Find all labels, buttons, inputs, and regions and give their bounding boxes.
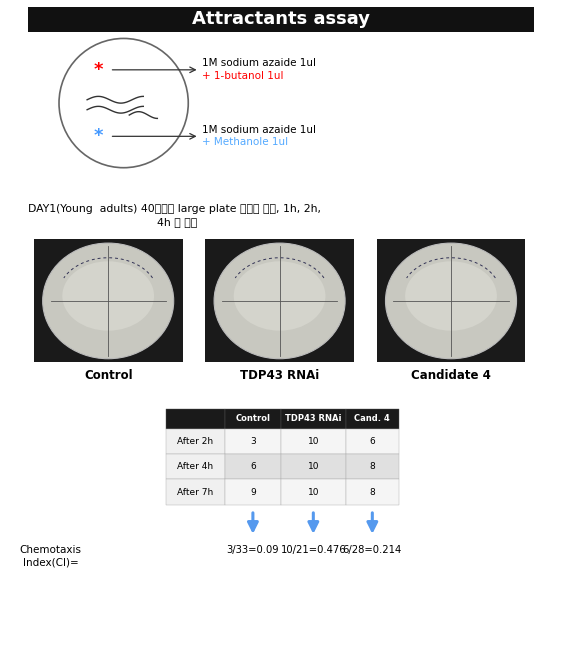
Text: 10: 10 <box>307 487 319 497</box>
Bar <box>34 239 183 362</box>
Text: 6: 6 <box>250 462 256 471</box>
Text: 6: 6 <box>369 437 375 446</box>
Text: Control: Control <box>235 414 270 424</box>
Text: After 2h: After 2h <box>177 437 214 446</box>
Text: 10: 10 <box>307 462 319 471</box>
Text: *: * <box>94 61 103 79</box>
Text: 6/28=0.214: 6/28=0.214 <box>343 545 402 555</box>
Text: 10/21=0.476: 10/21=0.476 <box>280 545 346 555</box>
Bar <box>281 429 346 454</box>
Ellipse shape <box>405 261 497 331</box>
Bar <box>346 409 399 429</box>
Bar <box>225 429 281 454</box>
Bar <box>166 429 225 454</box>
Bar <box>166 479 225 505</box>
FancyBboxPatch shape <box>28 7 534 32</box>
Text: 4h 후 관찰: 4h 후 관찰 <box>157 217 198 227</box>
Text: 1M sodium azaide 1ul: 1M sodium azaide 1ul <box>202 58 316 68</box>
Ellipse shape <box>62 261 154 331</box>
Text: Cand. 4: Cand. 4 <box>355 414 390 424</box>
Bar <box>225 479 281 505</box>
Bar <box>166 409 225 429</box>
Text: 3: 3 <box>250 437 256 446</box>
Text: 8: 8 <box>369 462 375 471</box>
Ellipse shape <box>234 261 325 331</box>
Ellipse shape <box>386 243 516 358</box>
Bar <box>166 454 225 479</box>
Ellipse shape <box>214 243 345 358</box>
Bar <box>281 454 346 479</box>
Text: TDP43 RNAi: TDP43 RNAi <box>285 414 342 424</box>
Bar <box>281 479 346 505</box>
Text: 3/33=0.09: 3/33=0.09 <box>226 545 279 555</box>
Bar <box>205 239 354 362</box>
Bar <box>377 239 525 362</box>
Bar <box>225 409 281 429</box>
Text: TDP43 RNAi: TDP43 RNAi <box>239 369 319 382</box>
Text: 1M sodium azaide 1ul: 1M sodium azaide 1ul <box>202 124 316 135</box>
Ellipse shape <box>43 243 174 358</box>
Text: Control: Control <box>84 369 133 382</box>
Text: 10: 10 <box>307 437 319 446</box>
Bar <box>346 454 399 479</box>
Text: DAY1(Young  adults) 40마리를 large plate 중앙에 놓고, 1h, 2h,: DAY1(Young adults) 40마리를 large plate 중앙에… <box>28 204 321 214</box>
Text: + Methanole 1ul: + Methanole 1ul <box>202 137 288 148</box>
Text: Chemotaxis
Index(CI)=: Chemotaxis Index(CI)= <box>20 545 81 568</box>
Text: 9: 9 <box>250 487 256 497</box>
Bar <box>281 409 346 429</box>
Text: Attractants assay: Attractants assay <box>192 10 370 29</box>
Bar <box>346 479 399 505</box>
Bar <box>225 454 281 479</box>
Text: *: * <box>94 127 103 146</box>
Text: 8: 8 <box>369 487 375 497</box>
Text: After 4h: After 4h <box>177 462 214 471</box>
Text: + 1-butanol 1ul: + 1-butanol 1ul <box>202 70 284 81</box>
Text: Candidate 4: Candidate 4 <box>411 369 491 382</box>
Text: After 7h: After 7h <box>177 487 214 497</box>
Bar <box>346 429 399 454</box>
